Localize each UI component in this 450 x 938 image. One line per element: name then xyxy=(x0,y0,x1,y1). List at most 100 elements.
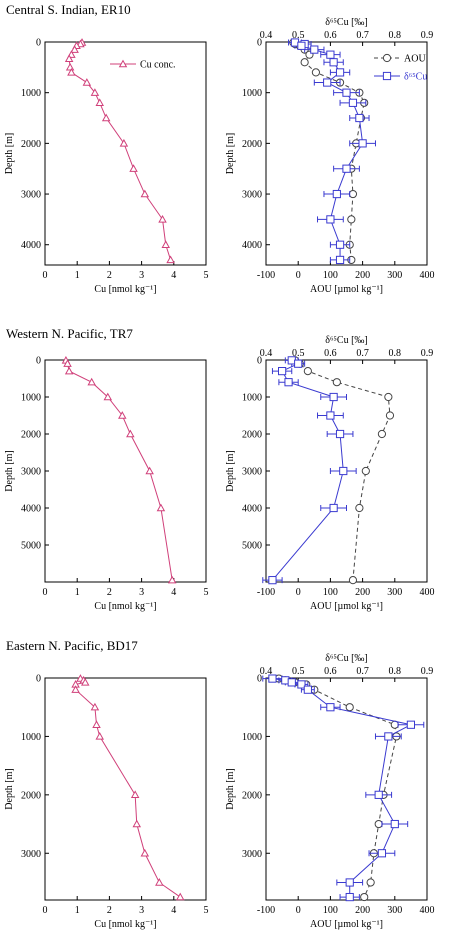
cu-data-point xyxy=(87,377,96,386)
aou-series-line xyxy=(278,678,397,898)
d65-series-line xyxy=(272,678,413,898)
cu-x-tick-label: 1 xyxy=(75,905,80,916)
cu-x-tick-label: 3 xyxy=(139,587,144,598)
d65-data-point xyxy=(326,215,335,224)
d65-top-tick-label: 0.5 xyxy=(292,666,305,677)
d65-y-tick-label: 0 xyxy=(257,674,262,685)
d65-data-point xyxy=(335,68,345,77)
d65-top-tick-label: 0.8 xyxy=(389,666,402,677)
cu-series-line xyxy=(65,360,173,581)
d65-data-point xyxy=(390,819,399,829)
cu-data-point xyxy=(118,411,127,419)
aou-legend-marker xyxy=(382,53,392,63)
aou-x-tick-label: 0 xyxy=(296,270,301,281)
d65-top-tick-label: 0.5 xyxy=(292,348,305,359)
aou-x-tick-label: 200 xyxy=(355,587,370,598)
aou-data-point xyxy=(377,429,387,439)
cu-y-axis-label: Depth [m] xyxy=(4,768,15,809)
d65-y-tick-label: 0 xyxy=(257,38,262,49)
d65-top-tick-label: 0.9 xyxy=(421,30,434,41)
aou-data-point xyxy=(345,703,354,712)
d65-y-tick-label: 2000 xyxy=(242,139,262,150)
cu-y-tick-label: 0 xyxy=(36,356,41,367)
d65-y-tick-label: 3000 xyxy=(242,190,262,201)
d65-data-point xyxy=(329,392,338,402)
aou-data-point xyxy=(374,819,383,829)
d65-top-axis-label: δ⁶⁵Cu [‰] xyxy=(325,17,368,28)
aou-x-tick-label: 400 xyxy=(420,905,435,916)
d65-series-line xyxy=(294,42,364,260)
cu-legend-marker xyxy=(118,59,128,68)
d65-data-point xyxy=(268,576,277,585)
d65-y-tick-label: 4000 xyxy=(242,240,262,251)
aou-data-point xyxy=(300,58,309,67)
d65-y-tick-label: 0 xyxy=(257,356,262,367)
d65-data-point xyxy=(284,378,293,387)
d65-data-point xyxy=(345,892,354,902)
cu-y-axis-label: Depth [m] xyxy=(4,450,15,491)
d65-top-tick-label: 0.6 xyxy=(324,30,337,41)
cu-data-point xyxy=(175,892,185,901)
cu-data-point xyxy=(76,39,85,48)
cu-x-tick-label: 3 xyxy=(139,905,144,916)
aou-x-tick-label: 300 xyxy=(387,270,402,281)
cu-y-axis-label: Depth [m] xyxy=(4,133,15,174)
aou-data-point xyxy=(311,68,321,77)
cu-y-tick-label: 2000 xyxy=(21,139,41,150)
d65-data-point xyxy=(377,849,387,858)
d65-top-axis-label: δ⁶⁵Cu [‰] xyxy=(325,335,368,346)
cu-data-point xyxy=(70,45,79,53)
cu-data-point xyxy=(158,214,167,223)
cu-data-point xyxy=(95,98,104,107)
d65-data-point xyxy=(384,732,393,741)
d65-data-point xyxy=(287,678,296,687)
aou-data-point xyxy=(348,189,358,199)
aou-x-tick-label: 300 xyxy=(387,587,402,598)
cu-data-point xyxy=(63,359,72,367)
d65-top-tick-label: 0.9 xyxy=(421,666,434,677)
cu-y-tick-label: 4000 xyxy=(21,504,41,515)
cu-x-axis-label: Cu [nmol kg⁻¹] xyxy=(94,601,156,612)
aou-x-tick-label: 400 xyxy=(420,587,435,598)
aou-data-point xyxy=(385,411,395,420)
d65-data-point xyxy=(335,255,345,265)
cu-plot-frame xyxy=(44,41,207,266)
aou-x-tick-label: 200 xyxy=(355,270,370,281)
cu-x-tick-label: 2 xyxy=(107,905,112,916)
cu-data-point xyxy=(130,790,140,799)
d65-top-tick-label: 0.4 xyxy=(260,666,273,677)
cu-x-tick-label: 5 xyxy=(204,270,209,281)
d65-data-point xyxy=(374,790,383,799)
cu-x-tick-label: 4 xyxy=(171,905,176,916)
panel-title: Western N. Pacific, TR7 xyxy=(6,326,133,341)
d65-y-axis-label: Depth [m] xyxy=(225,133,236,174)
aou-x-tick-label: 100 xyxy=(323,270,338,281)
aou-data-point xyxy=(384,392,393,402)
d65-data-point xyxy=(345,878,354,887)
cu-y-tick-label: 0 xyxy=(36,674,41,685)
cu-y-tick-label: 3000 xyxy=(21,190,41,201)
d65-legend-label: δ⁶⁵Cu xyxy=(404,72,427,83)
cu-x-tick-label: 0 xyxy=(43,270,48,281)
d65-data-point xyxy=(335,429,345,439)
d65-data-point xyxy=(323,78,332,87)
cu-y-tick-label: 5000 xyxy=(21,541,41,552)
d65-y-tick-label: 1000 xyxy=(242,393,262,404)
cu-data-point xyxy=(92,720,101,728)
cu-y-tick-label: 3000 xyxy=(21,849,41,860)
d65-data-point xyxy=(303,685,312,694)
aou-x-tick-label: 200 xyxy=(355,905,370,916)
cu-data-point xyxy=(166,255,175,264)
cu-data-point xyxy=(67,67,76,76)
d65-data-point xyxy=(406,720,415,729)
cu-data-point xyxy=(132,819,142,828)
d65-y-tick-label: 2000 xyxy=(242,430,262,441)
cu-data-point xyxy=(82,78,92,86)
cu-plot-frame xyxy=(44,359,207,583)
d65-plot-frame xyxy=(265,41,428,266)
cu-data-point xyxy=(156,503,166,512)
d65-top-tick-label: 0.8 xyxy=(389,30,402,41)
cu-data-point xyxy=(145,466,154,475)
cu-data-point xyxy=(129,164,138,172)
